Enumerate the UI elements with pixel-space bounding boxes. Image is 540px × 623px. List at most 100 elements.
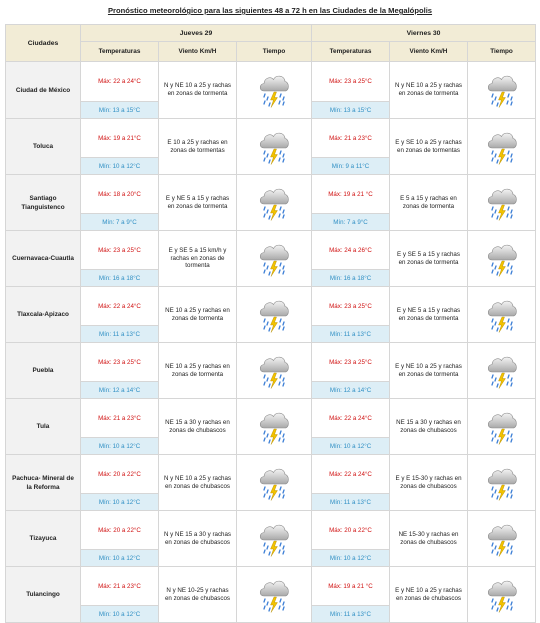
city-row-min: Mín: 16 a 18°C Mín: 16 a 18°C bbox=[6, 269, 536, 287]
storm-cloud-rain-lightning-icon bbox=[468, 184, 535, 222]
city-name: Santiago Tianguistenco bbox=[5, 174, 81, 231]
wind-forecast: E y NE 10 a 25 y rachas en zonas de chub… bbox=[389, 566, 468, 623]
city-name: Puebla bbox=[5, 342, 81, 399]
storm-cloud-rain-lightning-icon bbox=[468, 71, 535, 109]
min-temperature: Mín: 16 a 18°C bbox=[80, 269, 159, 287]
storm-cloud-rain-lightning-icon bbox=[237, 71, 311, 109]
wind-forecast: NE 15 a 30 y rachas en zonas de chubasco… bbox=[389, 398, 468, 455]
max-temperature: Máx: 23 a 25°C bbox=[311, 286, 390, 326]
day-header-1: Jueves 29 bbox=[80, 24, 312, 42]
weather-cell bbox=[466, 286, 537, 343]
wind-forecast: E y E 15-30 y rachas en zonas de chubasc… bbox=[389, 454, 468, 511]
storm-cloud-rain-lightning-icon bbox=[468, 408, 535, 446]
wind-forecast: N y NE 10 a 25 y rachas en zonas de torm… bbox=[389, 61, 468, 119]
wind-forecast: N y NE 10 a 25 y rachas en zonas de chub… bbox=[158, 454, 237, 511]
max-temperature: Máx: 22 a 24°C bbox=[80, 286, 159, 326]
city-name: Tlaxcala-Apizaco bbox=[5, 286, 81, 343]
storm-cloud-rain-lightning-icon bbox=[237, 352, 311, 390]
min-temperature: Mín: 10 a 12°C bbox=[80, 493, 159, 511]
city-name: Toluca bbox=[5, 118, 81, 175]
storm-cloud-rain-lightning-icon bbox=[237, 408, 311, 446]
min-temperature: Mín: 10 a 12°C bbox=[80, 157, 159, 175]
weather-cell bbox=[466, 566, 537, 623]
wind-forecast: N y NE 10 a 25 y rachas en zonas de torm… bbox=[158, 61, 237, 119]
weather-cell bbox=[236, 566, 312, 623]
city-name: Cuernavaca-Cuautla bbox=[5, 230, 81, 287]
max-temperature: Máx: 22 a 24°C bbox=[311, 454, 390, 494]
min-temperature: Mín: 9 a 11°C bbox=[311, 157, 390, 175]
min-temperature: Mín: 10 a 12°C bbox=[80, 437, 159, 455]
weather-cell bbox=[466, 454, 537, 511]
wind-header: Viento Km/H bbox=[389, 41, 468, 62]
temperatures-header: Temperaturas bbox=[80, 41, 159, 62]
min-temperature: Mín: 12 a 14°C bbox=[311, 381, 390, 399]
city-row-min: Mín: 11 a 13°C Mín: 11 a 13°C bbox=[6, 325, 536, 343]
city-row: Ciudad de México Máx: 22 a 24°C N y NE 10 … bbox=[5, 61, 537, 119]
weather-cell bbox=[236, 398, 312, 455]
max-temperature: Máx: 19 a 21°C bbox=[80, 118, 159, 158]
weather-cell bbox=[236, 342, 312, 399]
storm-cloud-rain-lightning-icon bbox=[237, 240, 311, 278]
city-row: Tulancingo Máx: 21 a 23°C N y NE 10-25 y r… bbox=[5, 566, 537, 623]
wind-forecast: E 5 a 15 y rachas en zonas de tormenta bbox=[389, 174, 468, 231]
max-temperature: Máx: 18 a 20°C bbox=[80, 174, 159, 214]
city-row-min: Mín: 10 a 12°C Mín: 10 a 12°C bbox=[6, 437, 536, 455]
city-row: Puebla Máx: 23 a 25°C NE 10 a 25 y rachas … bbox=[5, 342, 537, 399]
wind-header: Viento Km/H bbox=[158, 41, 237, 62]
max-temperature: Máx: 21 a 23°C bbox=[80, 398, 159, 438]
storm-cloud-rain-lightning-icon bbox=[237, 128, 311, 166]
city-row-min: Mín: 7 a 9°C Mín: 7 a 9°C bbox=[6, 213, 536, 231]
city-row: Pachuca- Mineral de la Reforma Máx: 20 a … bbox=[5, 454, 537, 511]
max-temperature: Máx: 20 a 22°C bbox=[80, 510, 159, 550]
min-temperature: Mín: 16 a 18°C bbox=[311, 269, 390, 287]
max-temperature: Máx: 21 a 23°C bbox=[311, 118, 390, 158]
city-row: Tizayuca Máx: 20 a 22°C N y NE 15 a 30 y r… bbox=[5, 510, 537, 567]
storm-cloud-rain-lightning-icon bbox=[237, 464, 311, 502]
weather-cell bbox=[236, 61, 312, 119]
min-temperature: Mín: 10 a 12°C bbox=[311, 549, 390, 567]
storm-cloud-rain-lightning-icon bbox=[237, 576, 311, 614]
wind-forecast: E 10 a 25 y rachas en zonas de tormentas bbox=[158, 118, 237, 175]
max-temperature: Máx: 21 a 23°C bbox=[80, 566, 159, 606]
day-header-2: Viernes 30 bbox=[310, 24, 537, 42]
page-title: Pronóstico meteorológico para las siguie… bbox=[107, 6, 433, 15]
wind-forecast: N y NE 15 a 30 y rachas en zonas de chub… bbox=[158, 510, 237, 567]
city-name: Pachuca- Mineral de la Reforma bbox=[5, 454, 81, 511]
min-temperature: Mín: 13 a 15°C bbox=[80, 101, 159, 119]
weather-header: Tiempo bbox=[236, 41, 312, 62]
storm-cloud-rain-lightning-icon bbox=[237, 520, 311, 558]
wind-forecast: E y NE 5 a 15 y rachas en zonas de torme… bbox=[158, 174, 237, 231]
max-temperature: Máx: 20 a 22°C bbox=[311, 510, 390, 550]
min-temperature: Mín: 13 a 15°C bbox=[311, 101, 390, 119]
min-temperature: Mín: 10 a 12°C bbox=[311, 437, 390, 455]
weather-cell bbox=[236, 454, 312, 511]
storm-cloud-rain-lightning-icon bbox=[468, 296, 535, 334]
storm-cloud-rain-lightning-icon bbox=[237, 184, 311, 222]
city-row: Cuernavaca-Cuautla Máx: 23 a 25°C E y SE 5… bbox=[5, 230, 537, 287]
wind-forecast: NE 10 a 25 y rachas en zonas de tormenta bbox=[158, 286, 237, 343]
storm-cloud-rain-lightning-icon bbox=[468, 128, 535, 166]
weather-cell bbox=[466, 174, 537, 231]
temperatures-header: Temperaturas bbox=[311, 41, 390, 62]
min-temperature: Mín: 7 a 9°C bbox=[311, 213, 390, 231]
wind-forecast: NE 10 a 25 y rachas en zonas de tormenta bbox=[158, 342, 237, 399]
weather-cell bbox=[236, 118, 312, 175]
city-row: Tula Máx: 21 a 23°C NE 15 a 30 y rachas en… bbox=[5, 398, 537, 455]
city-name: Tula bbox=[5, 398, 81, 455]
max-temperature: Máx: 23 a 25°C bbox=[311, 61, 390, 102]
wind-forecast: E y SE 10 a 25 y rachas en zonas de torm… bbox=[389, 118, 468, 175]
wind-forecast: E y SE 5 a 15 km/h y rachas en zonas de … bbox=[158, 230, 237, 287]
cities-header: Ciudades bbox=[5, 24, 81, 62]
min-temperature: Mín: 11 a 13°C bbox=[80, 325, 159, 343]
wind-forecast: E y NE 5 a 15 y rachas en zonas de torme… bbox=[389, 286, 468, 343]
storm-cloud-rain-lightning-icon bbox=[468, 520, 535, 558]
weather-header: Tiempo bbox=[466, 41, 537, 62]
weather-cell bbox=[466, 230, 537, 287]
weather-cell bbox=[466, 61, 537, 119]
max-temperature: Máx: 23 a 25°C bbox=[80, 342, 159, 382]
weather-cell bbox=[236, 230, 312, 287]
city-name: Tizayuca bbox=[5, 510, 81, 567]
weather-cell bbox=[466, 118, 537, 175]
max-temperature: Máx: 22 a 24°C bbox=[80, 61, 159, 102]
max-temperature: Máx: 22 a 24°C bbox=[311, 398, 390, 438]
